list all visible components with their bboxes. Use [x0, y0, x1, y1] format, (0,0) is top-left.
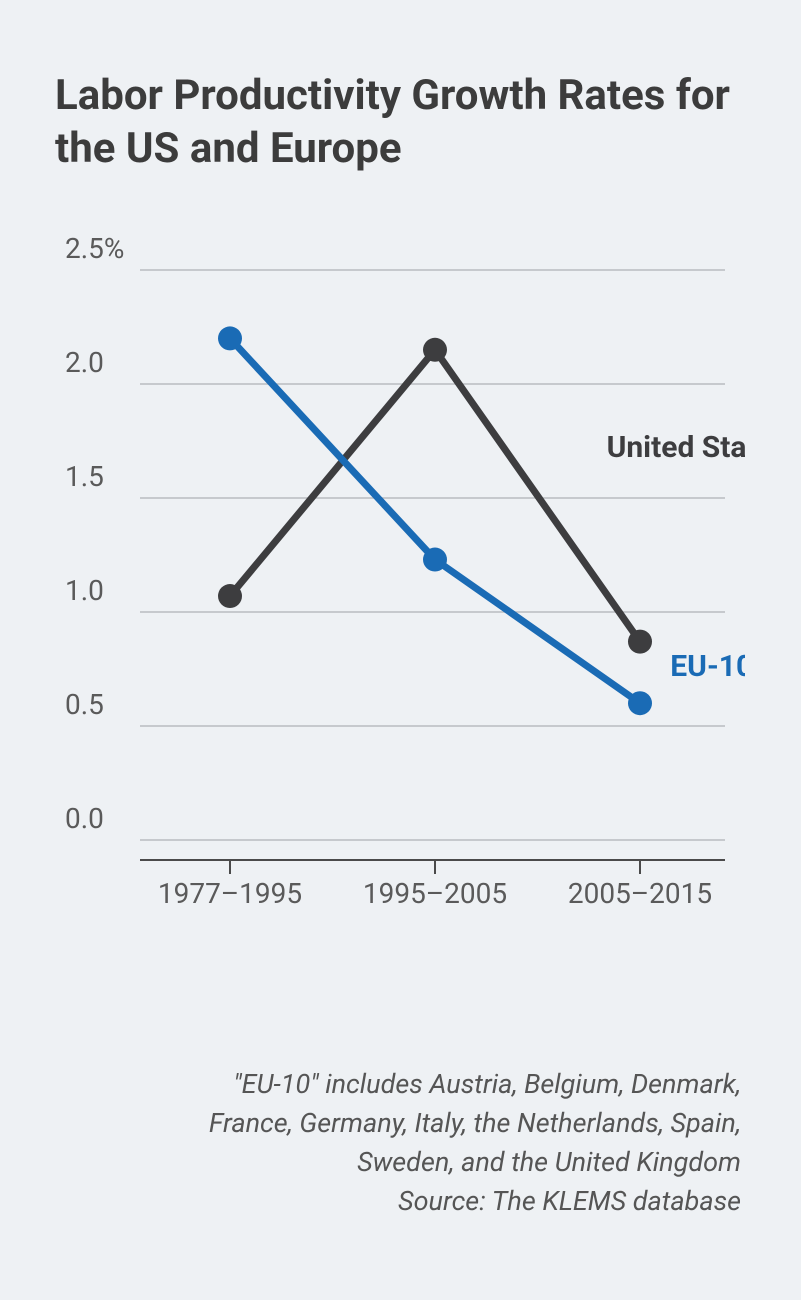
series-marker	[628, 691, 652, 715]
series-marker	[218, 584, 242, 608]
footnote-line: Source: The KLEMS database	[110, 1182, 741, 1221]
series-label: United States	[607, 430, 745, 465]
y-tick-label: 0.0	[65, 802, 104, 835]
y-tick-label: 2.5%	[65, 235, 124, 265]
line-chart: 0.0 0.5 1.0 1.5 2.0 2.5% 1977–1995 1995–2005 200…	[65, 235, 745, 915]
x-tick-label: 1977–1995	[158, 877, 302, 910]
y-tick-label: 1.0	[65, 574, 104, 607]
series-marker	[628, 630, 652, 654]
chart-footnote: "EU-10" includes Austria, Belgium, Denma…	[110, 1065, 741, 1222]
chart-area: 0.0 0.5 1.0 1.5 2.0 2.5% 1977–1995 1995–2005 200…	[65, 235, 745, 915]
series-marker	[218, 326, 242, 350]
series-marker	[423, 548, 447, 572]
x-tick-label: 1995–2005	[363, 877, 507, 910]
footnote-line: France, Germany, Italy, the Netherlands,…	[110, 1104, 741, 1143]
series-label: EU-10	[670, 649, 745, 684]
series-marker	[423, 338, 447, 362]
y-tick-label: 0.5	[65, 688, 104, 721]
x-tick-label: 2005–2015	[568, 877, 712, 910]
y-tick-label: 1.5	[65, 460, 104, 493]
footnote-line: "EU-10" includes Austria, Belgium, Denma…	[110, 1065, 741, 1104]
footnote-line: Sweden, and the United Kingdom	[110, 1143, 741, 1182]
series-line	[230, 350, 640, 642]
y-tick-label: 2.0	[65, 346, 104, 379]
chart-title: Labor Productivity Growth Rates for the …	[55, 70, 746, 175]
